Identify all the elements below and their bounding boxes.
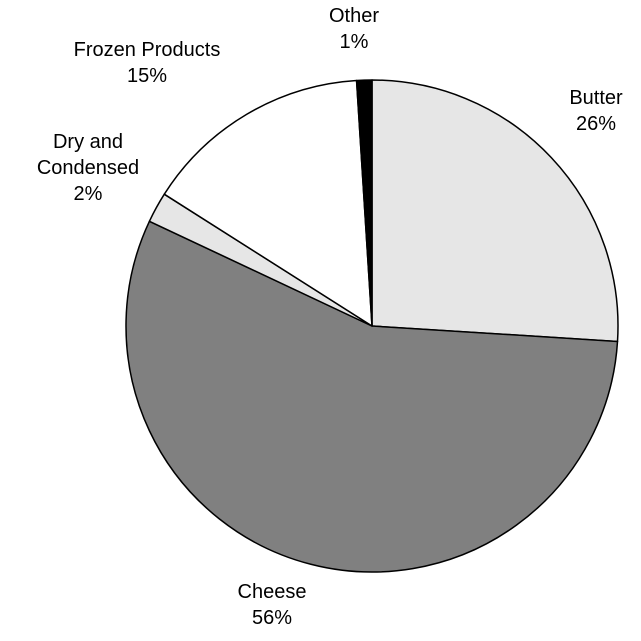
slice-label-other: Other 1% <box>329 5 379 53</box>
slice-label-frozen-products: Frozen Products 15% <box>74 39 221 87</box>
pie-slice-cheese <box>125 220 619 573</box>
pie-slices <box>125 79 619 573</box>
slice-value-label: 15% <box>127 65 167 87</box>
slice-value-label: 26% <box>576 113 616 135</box>
slice-value-label: 56% <box>252 607 292 629</box>
slice-category-label: Condensed <box>37 157 139 179</box>
slice-category-label: Dry and <box>53 131 123 153</box>
slice-value-label: 2% <box>74 183 103 205</box>
slice-labels: Butter 26% Cheese 56% Dry and Condensed 2% Froz… <box>37 5 623 629</box>
slice-label-butter: Butter 26% <box>569 87 623 135</box>
slice-label-cheese: Cheese 56% <box>238 581 307 629</box>
pie-slice-frozen-products <box>163 79 373 327</box>
slice-category-label: Butter <box>569 87 623 109</box>
pie-slice-other <box>355 79 373 327</box>
slice-category-label: Frozen Products <box>74 39 221 61</box>
slice-category-label: Other <box>329 5 379 27</box>
pie-slice-butter <box>371 79 619 343</box>
slice-value-label: 1% <box>340 31 369 53</box>
slice-label-dry-and-condensed: Dry and Condensed 2% <box>37 131 139 205</box>
slice-category-label: Cheese <box>238 581 307 603</box>
